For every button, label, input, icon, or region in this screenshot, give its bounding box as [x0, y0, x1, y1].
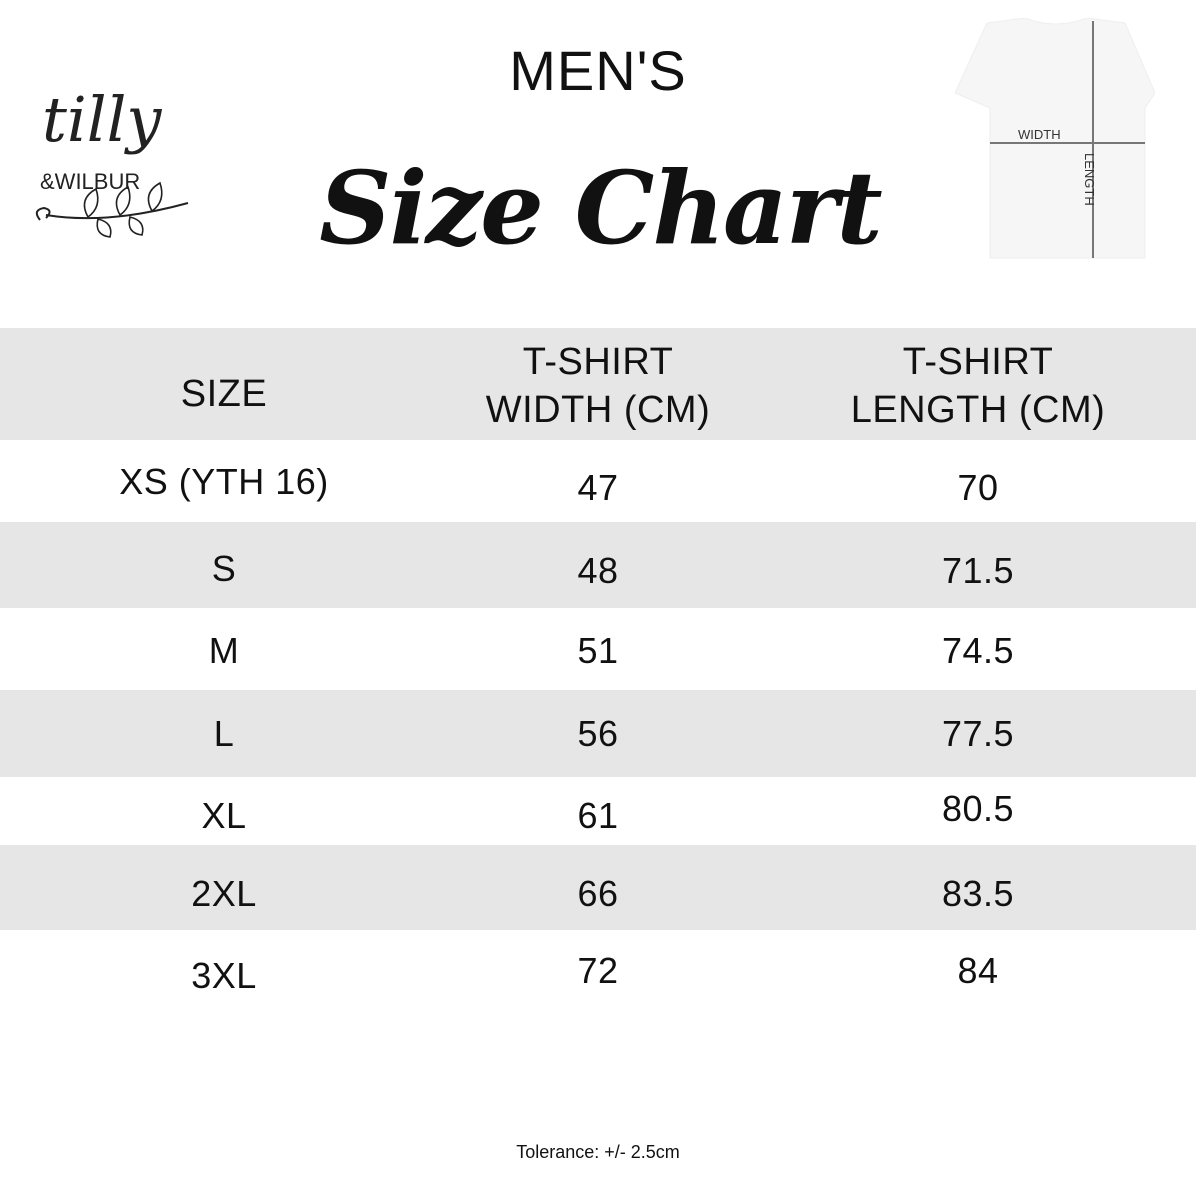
width-cell: 51: [577, 630, 619, 671]
size-cell: XL: [201, 795, 247, 836]
tshirt-diagram: WIDTH LENGTH: [955, 18, 1155, 259]
width-label: WIDTH: [1018, 127, 1061, 142]
length-cell: 71.5: [941, 550, 1015, 591]
row-band: [0, 845, 1196, 930]
width-cell: 48: [577, 550, 619, 591]
width-cell: 72: [577, 950, 619, 991]
header-size: SIZE: [180, 373, 268, 415]
header-length-line1: T-SHIRT: [902, 341, 1054, 383]
svg-text:&WILBUR: &WILBUR: [40, 169, 140, 194]
size-cell: L: [213, 713, 235, 754]
size-cell: 2XL: [191, 873, 257, 914]
length-cell: 77.5: [941, 713, 1015, 754]
length-cell: 83.5: [941, 873, 1015, 914]
tolerance-note: Tolerance: +/- 2.5cm: [516, 1142, 680, 1162]
row-band: [0, 690, 1196, 777]
size-cell: S: [211, 548, 237, 589]
header-length-line2: LENGTH (CM): [850, 389, 1106, 431]
length-cell: 80.5: [941, 788, 1015, 829]
size-cell: XS (YTH 16): [119, 461, 329, 502]
header-width-line2: WIDTH (CM): [485, 389, 711, 431]
page-title: Size Chart: [319, 149, 882, 267]
header-band: [0, 328, 1196, 440]
header-width-line1: T-SHIRT: [522, 341, 674, 383]
tilly-wilbur-logo: tilly &WILBUR: [35, 83, 189, 238]
width-cell: 66: [577, 873, 619, 914]
size-cell: 3XL: [191, 955, 257, 996]
width-cell: 61: [577, 795, 619, 836]
row-band: [0, 522, 1196, 608]
size-cell: M: [208, 630, 240, 671]
svg-text:tilly: tilly: [42, 83, 162, 156]
length-cell: 84: [957, 950, 999, 991]
width-cell: 47: [577, 467, 619, 508]
width-cell: 56: [577, 713, 619, 754]
length-cell: 74.5: [941, 630, 1015, 671]
length-cell: 70: [957, 467, 999, 508]
subtitle: MEN'S: [509, 39, 687, 102]
length-label: LENGTH: [1082, 153, 1097, 206]
